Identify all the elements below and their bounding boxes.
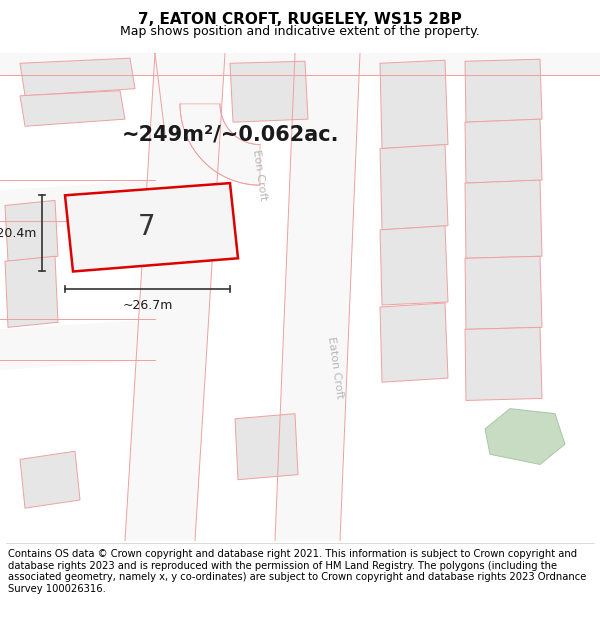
Polygon shape [235,414,298,480]
Polygon shape [380,226,448,305]
Polygon shape [5,256,58,328]
Polygon shape [20,91,125,126]
Polygon shape [465,256,542,329]
Polygon shape [230,61,308,122]
Polygon shape [380,60,448,149]
Polygon shape [0,180,155,231]
Polygon shape [465,180,542,258]
Polygon shape [65,183,238,271]
Polygon shape [465,119,542,183]
Polygon shape [380,303,448,382]
Polygon shape [380,144,448,230]
Polygon shape [0,53,600,76]
Text: Contains OS data © Crown copyright and database right 2021. This information is : Contains OS data © Crown copyright and d… [8,549,586,594]
Text: ~26.7m: ~26.7m [122,299,173,312]
Text: 7, EATON CROFT, RUGELEY, WS15 2BP: 7, EATON CROFT, RUGELEY, WS15 2BP [138,12,462,27]
Polygon shape [465,59,542,122]
Polygon shape [20,451,80,508]
Text: Eon Croft: Eon Croft [251,149,269,201]
Polygon shape [125,53,225,541]
Polygon shape [180,104,260,185]
Polygon shape [275,53,360,541]
Polygon shape [465,328,542,401]
Polygon shape [485,409,565,464]
Text: Eaton Croft: Eaton Croft [326,336,344,399]
Polygon shape [5,201,58,261]
Text: ~249m²/~0.062ac.: ~249m²/~0.062ac. [121,124,339,144]
Text: ~20.4m: ~20.4m [0,227,37,240]
Polygon shape [20,58,135,96]
Text: Map shows position and indicative extent of the property.: Map shows position and indicative extent… [120,25,480,38]
Polygon shape [0,319,155,370]
Text: 7: 7 [137,213,155,241]
